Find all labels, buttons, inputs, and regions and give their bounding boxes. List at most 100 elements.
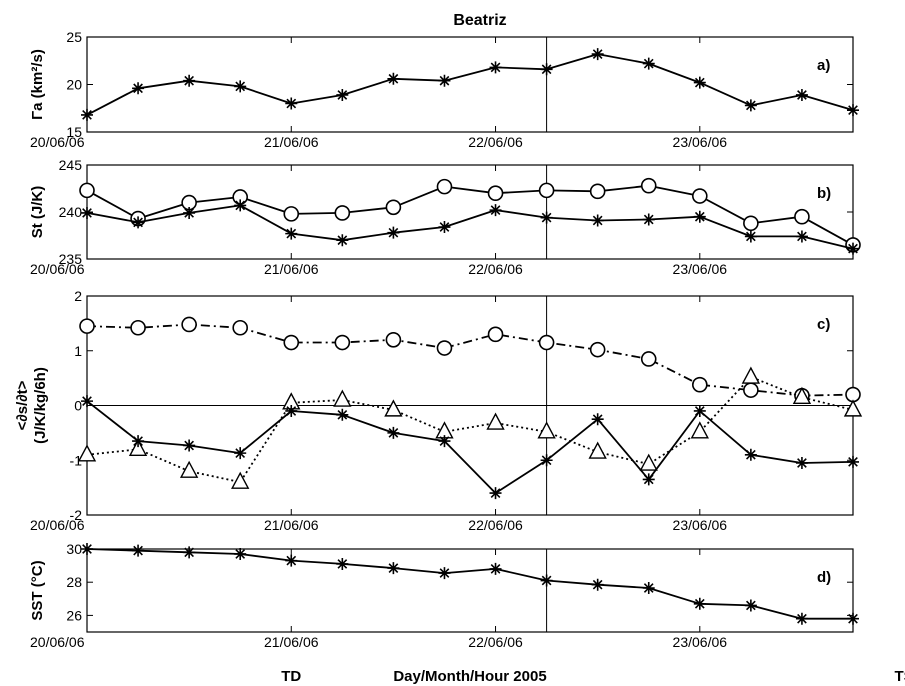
panel-2-series-0-point [130,319,146,336]
panel-0-series-0-point [540,63,553,76]
panel-2-series-1-point [690,421,709,439]
panel-1-series-0-point [691,188,708,204]
panel-2: -2 -1 0 1 2 20/06/06 21/06/06 22/06/06 23/06/06 c… [14,288,863,533]
panel-2-series-2-point [642,473,655,486]
panel-0-series-0-point [744,99,757,112]
panel-0-series-0-point [387,72,400,85]
y-axis-label: <∂s/∂t> [14,380,31,430]
panel-2-series-0-point [743,382,759,398]
x-tick-label: 23/06/06 [673,134,728,150]
y-tick-label: -2 [70,507,83,523]
panel-0-series-0-point [795,88,808,101]
panel-0-series-0-point [591,48,604,61]
panel-2-series-0-point [232,319,248,336]
panel-3-series-0-point [642,582,655,595]
x-axis-label: Day/Month/Hour 2005 [393,668,546,685]
panel-3-series-0-point [336,557,349,570]
panel-0-frame [86,36,854,133]
panel-2-series-0-point [283,334,300,351]
panel-2-series-1-point [741,366,761,384]
y-tick-label: 235 [59,251,83,267]
x-tick-label: 23/06/06 [673,634,728,650]
y-tick-label: 1 [74,343,82,359]
panel-3-series-0-point [540,574,553,587]
panel-1-series-1-point [642,213,655,226]
panel-3-series-0-point [234,547,247,560]
panel-1-series-0-point [794,208,810,225]
panel-2-series-1-point [639,453,658,471]
panel-1-series-1-point [540,211,553,224]
panel-2-series-1-point [231,471,250,489]
panel-1-frame [86,164,854,260]
panel-2-series-0-point [487,326,504,343]
panel-2-series-2-point [489,487,502,500]
panel-3-series-0-point [285,554,298,567]
x-tick-label: 21/06/06 [264,634,319,650]
panel-1-series-0-point [538,182,555,199]
panel-3-series-0-point [489,562,502,575]
panel-2-series-2-point [438,435,451,448]
x-tick-label: 21/06/06 [264,517,319,533]
y-tick-label: 15 [66,124,82,140]
panel-1-series-1-point [847,242,859,255]
x-tick-label: 22/06/06 [468,517,523,533]
panel-2-series-2-point [387,426,400,439]
panel-2-series-2-point [132,435,145,448]
panel-1-series-0-point [743,215,759,232]
panel-2-series-1-point [384,399,403,417]
panel-1: 235 240 245 20/06/06 21/06/06 22/06/06 23/06/0… [29,157,861,277]
y-tick-label: 28 [66,574,82,590]
y-tick-label: 25 [66,29,82,45]
panel-1-series-0-point [436,178,453,195]
y-tick-label: 245 [59,157,83,173]
x-tick-label: 22/06/06 [468,261,523,277]
panel-1-series-1-point [183,206,196,219]
panel-3-series-0-point [438,567,451,580]
panel-2-series-0-point [538,334,555,351]
panel-0-series-0-point [847,104,859,117]
panel-2-series-2-point [847,455,859,468]
panel-3-series-0-point [591,578,604,591]
x-tick-label: 23/06/06 [673,517,728,533]
x-tick-label: 20/06/06 [30,517,85,533]
panel-3-series-0-point [744,599,757,612]
y-tick-label: -1 [70,452,83,468]
panel-2-series-0-point [691,376,708,393]
stage-label: TD [281,668,301,685]
panel-2-series-1-point [843,399,863,417]
panel-1-series-1-point [81,206,93,219]
panel-1-series-0-point [589,183,606,200]
panel-2-series-1-point [792,386,812,404]
panel-2-series-1-point [128,438,148,456]
panel-1-series-1-point [234,199,247,212]
panel-1-series-0-point [487,185,504,201]
panel-label: c) [817,316,830,333]
panel-2-series-0-point [589,341,606,358]
panel-3: 26 28 30 20/06/06 21/06/06 22/06/06 23/06/06 d)… [29,541,859,650]
panel-1-series-1-point [591,214,604,227]
x-tick-label: 22/06/06 [468,134,523,150]
panel-3-frame [86,548,854,633]
panel-label: a) [817,57,830,74]
panel-1-series-0-line [86,184,854,246]
panel-1-series-1-point [693,210,706,223]
panel-2-series-2-line [86,400,854,495]
panel-2-series-2-point [336,408,349,421]
y-axis-label: SST (°C) [29,560,46,620]
panel-0-series-0-point [183,74,196,87]
panel-2-series-2-point [234,447,247,460]
panel-0-series-0-point [642,57,655,70]
panel-2-series-0-point [79,318,95,334]
panel-2-series-2-point [744,448,757,461]
panel-0-series-0-point [132,82,145,95]
panel-2-series-0-point [334,334,351,351]
panel-2-series-1-line [86,376,854,484]
panel-1-series-1-point [132,216,145,229]
x-tick-label: 20/06/06 [30,261,85,277]
panel-2-series-1-point [486,412,505,430]
panel-0-series-0-point [438,74,451,87]
stage-label: TS [894,668,905,685]
panel-2-series-0-point [385,331,402,348]
panel-1-series-0-point [385,199,402,216]
